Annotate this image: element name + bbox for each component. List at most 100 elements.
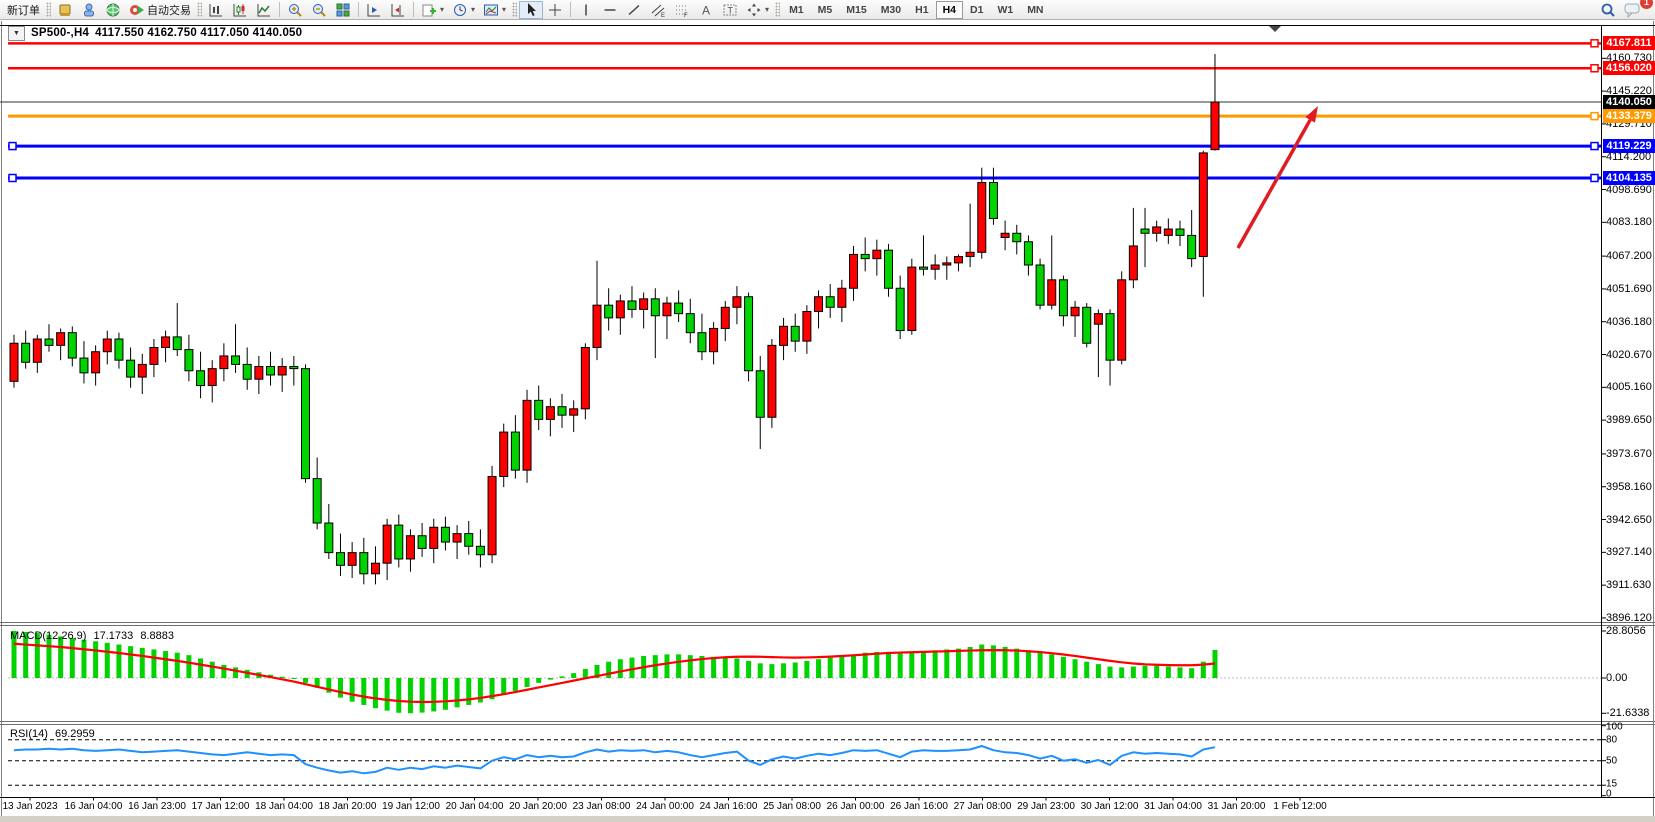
dropdown-caret-icon: ▾ bbox=[502, 5, 507, 14]
autotrade-button[interactable]: 自动交易 bbox=[125, 1, 195, 19]
macd-histogram-bar bbox=[1130, 666, 1136, 678]
candle-bearish bbox=[417, 535, 427, 549]
line-handle-right[interactable] bbox=[1590, 111, 1599, 121]
tab-timeframe-h1[interactable]: H1 bbox=[915, 3, 929, 16]
zoom-out-icon[interactable] bbox=[307, 1, 331, 19]
candle-bullish bbox=[102, 338, 112, 353]
fibonacci-tool-icon[interactable]: F bbox=[670, 1, 694, 19]
cursor-tool-button[interactable] bbox=[519, 0, 544, 19]
candle-bearish bbox=[126, 359, 136, 378]
line-handle-right[interactable] bbox=[1590, 39, 1599, 48]
candle-bearish bbox=[627, 300, 637, 310]
tab-timeframe-m5[interactable]: M5 bbox=[817, 3, 833, 16]
rsi-line bbox=[13, 745, 1216, 775]
macd-histogram-bar bbox=[594, 664, 600, 678]
tab-timeframe-d1[interactable]: D1 bbox=[970, 3, 984, 16]
candle-bullish bbox=[965, 251, 975, 258]
candle-bullish bbox=[487, 475, 497, 556]
candle-bearish bbox=[440, 526, 450, 543]
tab-timeframe-m1[interactable]: M1 bbox=[789, 3, 804, 16]
quote-ohlc-label: 4117.550 4162.750 4117.050 4140.050 bbox=[95, 27, 303, 39]
candle-bearish bbox=[464, 533, 474, 547]
equidistant-channel-tool-icon[interactable]: E bbox=[646, 1, 670, 19]
search-icon[interactable] bbox=[1596, 1, 1620, 19]
zoom-in-icon[interactable] bbox=[283, 1, 307, 19]
candle-bearish bbox=[884, 249, 893, 289]
macd-histogram-bar bbox=[431, 678, 437, 712]
tab-timeframe-w1[interactable]: W1 bbox=[997, 3, 1014, 16]
candle-bullish bbox=[802, 311, 812, 342]
line-handle-right[interactable] bbox=[1590, 64, 1599, 73]
macd-histogram-bar bbox=[676, 654, 682, 678]
candle-bearish bbox=[744, 296, 754, 372]
market-watch-icon[interactable] bbox=[53, 1, 77, 19]
line-chart-mode-icon[interactable] bbox=[252, 1, 276, 19]
macd-histogram-bar bbox=[944, 649, 950, 678]
toolbar-separator bbox=[413, 2, 414, 17]
crosshair-tool-icon[interactable] bbox=[543, 1, 567, 19]
macd-histogram-bar bbox=[116, 644, 122, 678]
candle-bullish bbox=[592, 304, 602, 348]
svg-text:F: F bbox=[684, 13, 688, 18]
line-handle-left[interactable] bbox=[8, 141, 17, 151]
candle-bullish bbox=[1047, 279, 1057, 306]
tab-timeframe-m15[interactable]: M15 bbox=[846, 3, 867, 16]
macd-histogram-bar bbox=[979, 644, 985, 678]
candle-bearish bbox=[1082, 306, 1092, 344]
trendline-tool-icon[interactable] bbox=[622, 1, 646, 19]
chart-shift-icon[interactable] bbox=[386, 1, 410, 19]
candle-bearish bbox=[1187, 234, 1197, 260]
notifications-chat-icon[interactable]: 1 bbox=[1620, 0, 1653, 19]
toolbar-grip bbox=[512, 2, 518, 17]
tab-timeframe-mn[interactable]: MN bbox=[1027, 3, 1044, 16]
candle-bearish bbox=[394, 524, 404, 560]
macd-histogram-bar bbox=[466, 678, 472, 705]
tab-timeframe-m30[interactable]: M30 bbox=[880, 3, 902, 16]
symbol-dropdown-icon[interactable]: ▼ bbox=[8, 25, 25, 41]
macd-histogram-bar bbox=[804, 660, 810, 678]
trend-arrow-shaft[interactable] bbox=[1236, 119, 1312, 249]
candle-bearish bbox=[790, 325, 800, 342]
candle-bullish bbox=[849, 253, 859, 289]
chart-shift-marker[interactable] bbox=[1269, 26, 1281, 32]
text-label-tool-icon[interactable]: T bbox=[718, 1, 742, 19]
macd-histogram-bar bbox=[419, 678, 425, 713]
macd-histogram-bar bbox=[442, 678, 448, 710]
line-handle-left[interactable] bbox=[8, 173, 17, 183]
candle-bearish bbox=[650, 298, 660, 317]
candlestick-mode-icon[interactable] bbox=[228, 1, 252, 19]
candle-bullish bbox=[499, 431, 509, 477]
macd-histogram bbox=[11, 630, 1218, 714]
line-handle-right[interactable] bbox=[1590, 173, 1599, 183]
macd-histogram-bar bbox=[1165, 666, 1171, 678]
terminal-icon[interactable] bbox=[77, 1, 101, 19]
tile-windows-icon[interactable] bbox=[331, 1, 355, 19]
trend-arrow-head[interactable] bbox=[1305, 106, 1318, 123]
templates-icon[interactable]: ▾ bbox=[479, 1, 510, 19]
macd-histogram-bar bbox=[1095, 664, 1101, 678]
notification-badge: 1 bbox=[1640, 0, 1653, 9]
period-clock-icon[interactable]: ▾ bbox=[448, 1, 479, 19]
navigator-icon[interactable] bbox=[101, 1, 125, 19]
horizontal-line-tool-icon[interactable] bbox=[598, 1, 622, 19]
add-indicator-icon[interactable]: ▾ bbox=[417, 1, 448, 19]
toolbar-grip bbox=[46, 2, 51, 17]
window-bottom-edge bbox=[0, 816, 1655, 822]
bar-chart-mode-icon[interactable] bbox=[204, 1, 228, 19]
macd-signal-line bbox=[13, 642, 1216, 704]
candle-bullish bbox=[56, 332, 66, 346]
tab-timeframe-h4[interactable]: H4 bbox=[935, 0, 963, 19]
candle-bullish bbox=[219, 355, 229, 370]
text-tool-icon[interactable]: A bbox=[694, 1, 718, 19]
macd-main-value: 17.1733 bbox=[93, 630, 134, 642]
auto-scroll-icon[interactable] bbox=[362, 1, 386, 19]
macd-histogram-bar bbox=[699, 655, 705, 678]
macd-histogram-bar bbox=[23, 631, 29, 678]
macd-histogram-bar bbox=[1084, 661, 1090, 678]
vertical-line-tool-icon[interactable] bbox=[574, 1, 598, 19]
autotrade-label: 自动交易 bbox=[147, 4, 191, 17]
new-order-button[interactable]: 新订单 bbox=[7, 4, 40, 17]
arrows-tool-icon[interactable]: ▾ bbox=[742, 1, 773, 19]
line-handle-right[interactable] bbox=[1590, 141, 1599, 151]
